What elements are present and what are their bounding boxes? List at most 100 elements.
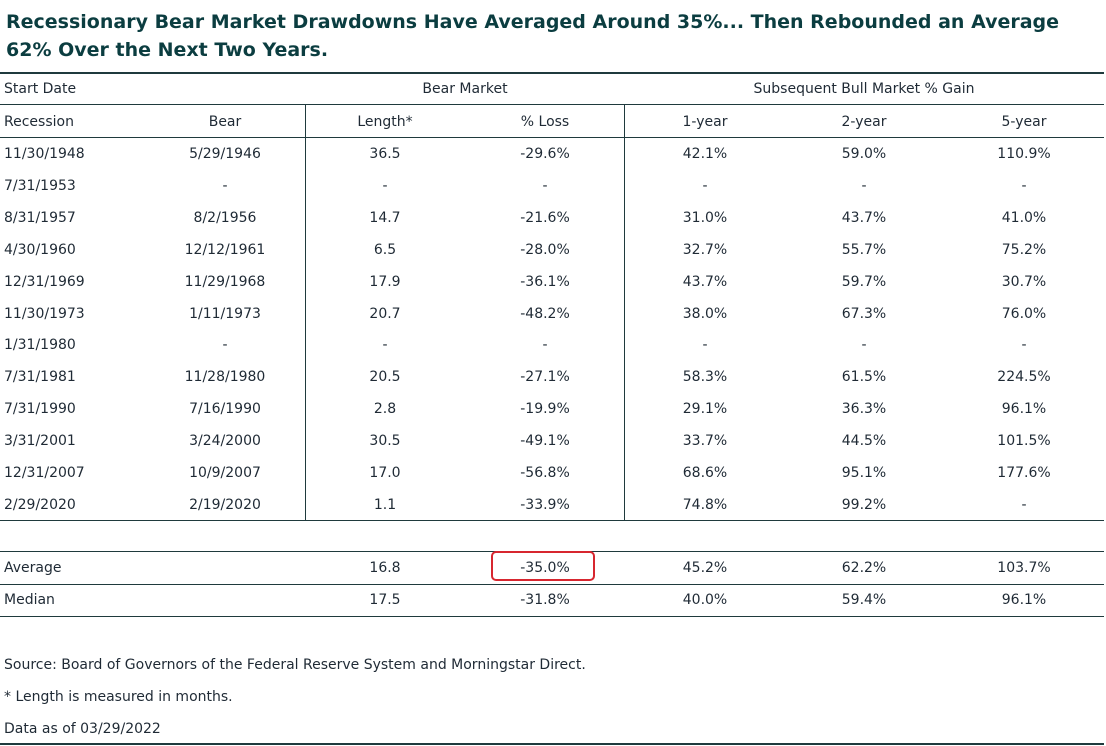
cell-five-year: 30.7%	[1001, 274, 1047, 290]
cell-bear: 2/19/2020	[189, 497, 261, 513]
cell-length: 2.8	[373, 401, 397, 417]
cell-two-year: 44.5%	[841, 433, 887, 449]
cell-loss: -19.9%	[520, 401, 570, 417]
cell-bear: 11/29/1968	[184, 274, 266, 290]
group-header-bear-market: Bear Market	[422, 81, 508, 97]
cell-bear: 7/16/1990	[189, 401, 261, 417]
cell-length: -	[382, 337, 388, 353]
summary-cell-five-year: 103.7%	[997, 560, 1051, 576]
cell-bear: 10/9/2007	[189, 465, 261, 481]
cell-two-year: -	[861, 178, 867, 194]
cell-bear: 1/11/1973	[189, 306, 261, 322]
column-header-divider	[0, 137, 1104, 138]
cell-loss: -	[542, 337, 548, 353]
cell-loss: -49.1%	[520, 433, 570, 449]
column-header-length: Length*	[357, 114, 413, 130]
cell-recession: 3/31/2001	[4, 433, 76, 449]
cell-five-year: 101.5%	[997, 433, 1051, 449]
cell-length: 6.5	[373, 242, 397, 258]
summary-cell-two-year: 59.4%	[841, 592, 887, 608]
summary-cell-five-year: 96.1%	[1001, 592, 1047, 608]
cell-one-year: 29.1%	[682, 401, 728, 417]
cell-two-year: 95.1%	[841, 465, 887, 481]
column-header-bear: Bear	[208, 114, 242, 130]
cell-one-year: 43.7%	[682, 274, 728, 290]
cell-two-year: 59.7%	[841, 274, 887, 290]
cell-one-year: 74.8%	[682, 497, 728, 513]
cell-length: 1.1	[373, 497, 397, 513]
cell-loss: -	[542, 178, 548, 194]
cell-loss: -21.6%	[520, 210, 570, 226]
cell-length: 17.9	[369, 274, 401, 290]
column-divider-bear	[305, 104, 306, 520]
cell-bear: 11/28/1980	[184, 369, 266, 385]
cell-one-year: -	[702, 178, 708, 194]
cell-one-year: 38.0%	[682, 306, 728, 322]
cell-one-year: 31.0%	[682, 210, 728, 226]
cell-length: -	[382, 178, 388, 194]
column-divider-bull	[624, 104, 625, 520]
source-note: Source: Board of Governors of the Federa…	[4, 657, 586, 673]
cell-loss: -29.6%	[520, 146, 570, 162]
cell-two-year: 99.2%	[841, 497, 887, 513]
cell-recession: 11/30/1973	[4, 306, 85, 322]
cell-length: 17.0	[369, 465, 401, 481]
cell-length: 30.5	[369, 433, 401, 449]
column-header-recession: Recession	[4, 114, 74, 130]
summary-cell-loss: -31.8%	[520, 592, 570, 608]
cell-recession: 7/31/1981	[4, 369, 76, 385]
column-header-two-year: 2-year	[841, 114, 887, 130]
cell-length: 36.5	[369, 146, 401, 162]
cell-length: 14.7	[369, 210, 401, 226]
cell-five-year: -	[1021, 497, 1027, 513]
cell-five-year: 41.0%	[1001, 210, 1047, 226]
title-divider	[0, 72, 1104, 74]
column-header-loss: % Loss	[520, 114, 570, 130]
summary-divider	[0, 584, 1104, 585]
cell-two-year: 43.7%	[841, 210, 887, 226]
summary-cell-one-year: 45.2%	[682, 560, 728, 576]
cell-bear: -	[222, 337, 228, 353]
summary-cell-loss: -35.0%	[520, 560, 570, 576]
cell-one-year: 68.6%	[682, 465, 728, 481]
cell-five-year: -	[1021, 337, 1027, 353]
cell-two-year: 55.7%	[841, 242, 887, 258]
cell-recession: 1/31/1980	[4, 337, 76, 353]
cell-five-year: 96.1%	[1001, 401, 1047, 417]
cell-length: 20.7	[369, 306, 401, 322]
cell-bear: 5/29/1946	[189, 146, 261, 162]
cell-bear: 3/24/2000	[189, 433, 261, 449]
summary-cell-recession: Average	[4, 560, 62, 576]
cell-loss: -48.2%	[520, 306, 570, 322]
cell-recession: 4/30/1960	[4, 242, 76, 258]
cell-bear: 12/12/1961	[184, 242, 266, 258]
cell-two-year: 36.3%	[841, 401, 887, 417]
summary-cell-length: 16.8	[369, 560, 401, 576]
cell-one-year: 58.3%	[682, 369, 728, 385]
cell-recession: 7/31/1953	[4, 178, 76, 194]
cell-five-year: 76.0%	[1001, 306, 1047, 322]
cell-recession: 12/31/2007	[4, 465, 85, 481]
group-header-divider	[0, 104, 1104, 105]
group-header-start-date: Start Date	[4, 81, 77, 97]
cell-one-year: 32.7%	[682, 242, 728, 258]
average-loss-highlight	[491, 551, 595, 581]
page-title: Recessionary Bear Market Drawdowns Have …	[6, 11, 1060, 61]
cell-one-year: 42.1%	[682, 146, 728, 162]
column-header-five-year: 5-year	[1001, 114, 1047, 130]
cell-bear: -	[222, 178, 228, 194]
group-header-bull-gain: Subsequent Bull Market % Gain	[753, 81, 975, 97]
cell-loss: -56.8%	[520, 465, 570, 481]
cell-loss: -33.9%	[520, 497, 570, 513]
cell-two-year: 67.3%	[841, 306, 887, 322]
cell-two-year: 61.5%	[841, 369, 887, 385]
cell-recession: 8/31/1957	[4, 210, 76, 226]
cell-two-year: 59.0%	[841, 146, 887, 162]
cell-five-year: 224.5%	[997, 369, 1051, 385]
summary-cell-one-year: 40.0%	[682, 592, 728, 608]
summary-bottom-rule	[0, 616, 1104, 617]
cell-recession: 2/29/2020	[4, 497, 76, 513]
cell-loss: -28.0%	[520, 242, 570, 258]
table-body-bottom-rule	[0, 520, 1104, 521]
cell-two-year: -	[861, 337, 867, 353]
